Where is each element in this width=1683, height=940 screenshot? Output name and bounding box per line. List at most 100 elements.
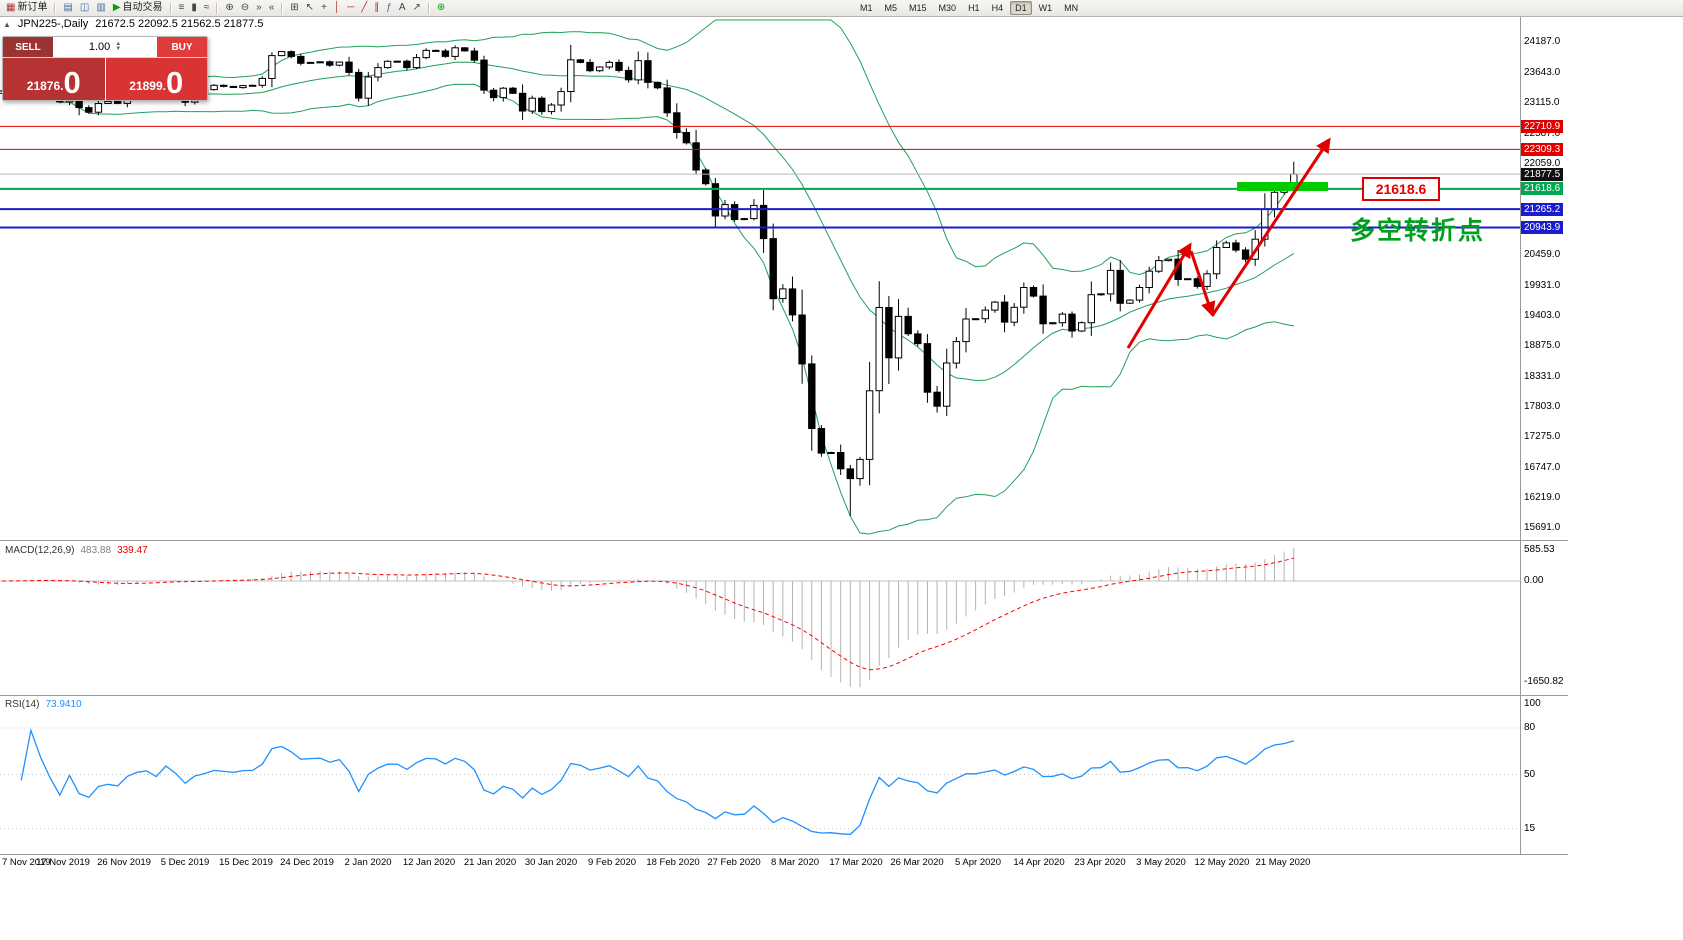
candlestick-chart-button[interactable]: ▮: [188, 0, 200, 16]
toolbar-buttons: ▦ 新订单 ▤ ◫ ▥ ▶ 自动交易 ≡ ▮ ≈ ⊕ ⊖ » « ⊞ ↖ + │ ─ ╱ ∥ ƒ A ↗ ⊕: [3, 0, 448, 16]
price-tag: 21265.2: [1521, 202, 1564, 216]
stepper-up-icon[interactable]: ▲: [115, 41, 122, 47]
equidistant-channel-button[interactable]: ∥: [371, 0, 382, 16]
horizontal-line-button[interactable]: ─: [344, 0, 357, 16]
buy-button[interactable]: BUY: [157, 37, 207, 57]
price-tag: 22309.3: [1521, 142, 1564, 156]
market-watch-button[interactable]: ▤: [60, 0, 75, 16]
indicators-button[interactable]: ⊕: [434, 0, 448, 16]
date-axis-label: 30 Jan 2020: [524, 857, 578, 868]
price-axis-label: 23643.0: [1524, 67, 1561, 79]
date-axis-label: 23 Apr 2020: [1074, 857, 1126, 868]
price-tag: 20943.9: [1521, 221, 1564, 234]
price-axis-label: 20459.0: [1524, 249, 1561, 261]
price-axis-label: 22587.0: [1524, 127, 1561, 139]
rsi-scale-label: 80: [1524, 722, 1536, 733]
timeframe-w1-button[interactable]: W1: [1038, 3, 1053, 13]
horizontal-line-icon: ─: [347, 2, 355, 13]
date-axis-label: 27 Feb 2020: [707, 857, 761, 868]
toolbar-separator: [54, 2, 57, 14]
text-label-icon: A: [398, 2, 406, 13]
zoom-in-button[interactable]: ⊕: [222, 0, 236, 16]
autotrading-button[interactable]: ▶ 自动交易: [110, 0, 166, 16]
date-axis-label: 12 Jan 2020: [402, 857, 456, 868]
toolbar-separator: [281, 2, 284, 14]
auto-scroll-button[interactable]: »: [253, 0, 265, 16]
trendline-icon: ╱: [361, 2, 368, 13]
toolbar-timeframes: M1 M5 M15 M30 H1 H4 D1 W1 MN: [855, 1, 1083, 15]
date-axis-label: 21 Jan 2020: [463, 857, 517, 868]
zoom-in-icon: ⊕: [225, 2, 234, 13]
price-axis-label: 16219.0: [1524, 491, 1561, 503]
macd-label: MACD(12,26,9) 483.88 339.47: [5, 545, 148, 556]
price-axis-label: 24187.0: [1524, 36, 1561, 47]
trade-panel-top-row: SELL 1.00 ▲ ▼ BUY: [3, 37, 207, 58]
buy-price-box[interactable]: 21899. 0: [105, 58, 207, 100]
one-click-collapse-icon[interactable]: ▲: [3, 19, 11, 29]
bar-chart-button[interactable]: ≡: [176, 0, 188, 16]
date-axis-label: 9 Feb 2020: [587, 857, 637, 868]
autotrading-label: 自动交易: [122, 2, 163, 13]
buy-price: 21899.: [129, 79, 166, 93]
vertical-line-button[interactable]: │: [331, 0, 343, 16]
trendline-button[interactable]: ╱: [358, 0, 370, 16]
rsi-scale-label: 15: [1524, 822, 1536, 834]
timeframe-m30-button[interactable]: M30: [938, 3, 957, 13]
timeframe-d1-button[interactable]: D1: [1010, 1, 1032, 15]
auto-scroll-icon: »: [256, 2, 262, 13]
rsi-value: 73.9410: [45, 699, 82, 710]
tile-windows-button[interactable]: ⊞: [287, 0, 301, 16]
timeframe-m5-button[interactable]: M5: [884, 3, 898, 13]
timeframe-h1-button[interactable]: H1: [968, 3, 980, 13]
price-axis-label: 19931.0: [1524, 279, 1561, 291]
volume-stepper[interactable]: ▲ ▼: [115, 41, 122, 52]
price-axis-label: 18875.0: [1524, 339, 1561, 351]
data-window-button[interactable]: ◫: [77, 0, 92, 16]
data-window-icon: ◫: [79, 2, 90, 13]
sell-price: 21876.: [26, 79, 64, 93]
sell-button[interactable]: SELL: [3, 37, 53, 57]
toolbar-separator: [169, 2, 172, 14]
date-axis-label: 5 Apr 2020: [955, 857, 1001, 868]
rsi-name: RSI(14): [5, 699, 40, 710]
macd-scale-min: -1650.82: [1524, 676, 1564, 687]
buy-price-big-digit: 0: [165, 65, 184, 100]
timeframe-mn-button[interactable]: MN: [1064, 3, 1079, 13]
date-axis-label: 3 May 2020: [1136, 857, 1186, 868]
sell-price-box[interactable]: 21876. 0: [3, 58, 106, 100]
date-axis-label: 26 Mar 2020: [890, 857, 944, 868]
arrows-tool-icon: ↗: [412, 2, 421, 13]
equidistant-channel-icon: ∥: [374, 2, 380, 13]
line-chart-button[interactable]: ≈: [201, 0, 213, 16]
cursor-button[interactable]: ↖: [303, 0, 317, 16]
cursor-icon: ↖: [305, 2, 315, 13]
date-axis-label: 21 May 2020: [1255, 857, 1311, 868]
crosshair-button[interactable]: +: [318, 0, 330, 16]
chart-shift-button[interactable]: «: [266, 0, 278, 16]
price-axis-label: 15691.0: [1524, 522, 1561, 533]
timeframe-m15-button[interactable]: M15: [909, 3, 927, 13]
text-label-button[interactable]: A: [396, 0, 409, 16]
volume-input[interactable]: 1.00 ▲ ▼: [53, 37, 157, 57]
sell-price-big-digit: 0: [63, 65, 81, 100]
timeframe-h4-button[interactable]: H4: [991, 3, 1004, 13]
chart-shift-icon: «: [268, 2, 275, 13]
new-order-button[interactable]: ▦ 新订单: [3, 0, 50, 16]
macd-scale-zero: 0.00: [1524, 575, 1544, 586]
date-axis-label: 5 Dec 2019: [160, 857, 210, 868]
zoom-out-button[interactable]: ⊖: [238, 0, 252, 16]
timeframe-m1-button[interactable]: M1: [860, 3, 873, 13]
arrows-tool-button[interactable]: ↗: [410, 0, 424, 16]
date-axis-label: 18 Feb 2020: [646, 857, 700, 868]
date-axis-label: 14 Apr 2020: [1013, 857, 1065, 868]
navigator-icon: ▥: [96, 2, 106, 13]
zoom-out-icon: ⊖: [240, 2, 250, 13]
stepper-down-icon[interactable]: ▼: [115, 46, 122, 52]
date-axis-label: 15 Dec 2019: [219, 857, 273, 868]
fibonacci-button[interactable]: ƒ: [383, 0, 395, 16]
price-axis-label: 19403.0: [1524, 309, 1561, 321]
price-axis-label: 22059.0: [1524, 157, 1561, 169]
navigator-button[interactable]: ▥: [93, 0, 108, 16]
